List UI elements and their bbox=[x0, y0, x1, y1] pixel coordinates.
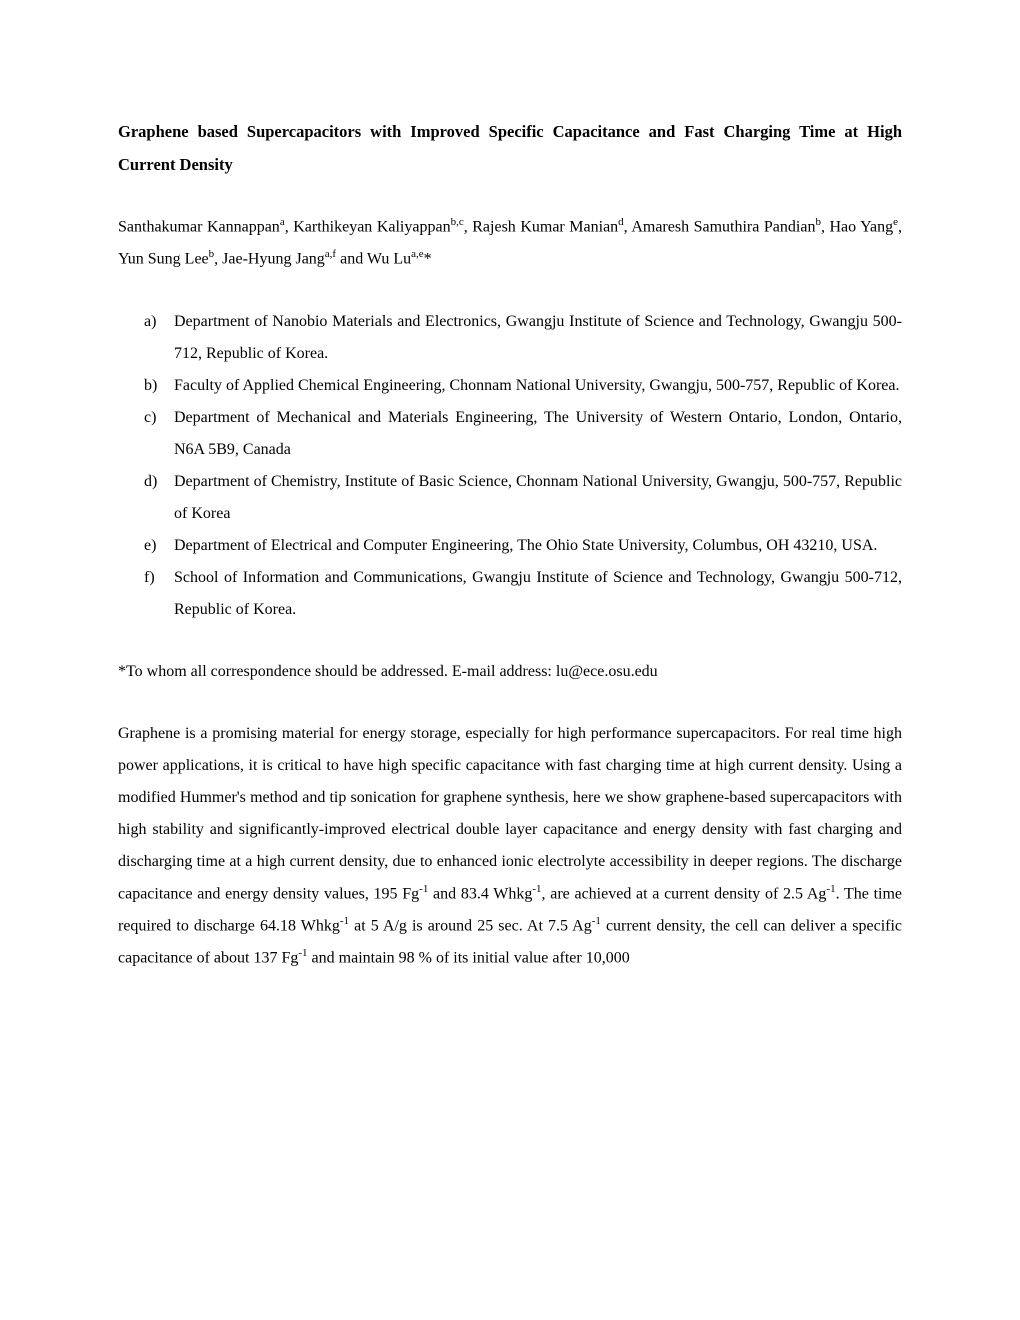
affiliation-text: Department of Nanobio Materials and Elec… bbox=[174, 306, 902, 370]
affiliation-marker: c) bbox=[144, 402, 174, 466]
affiliation-text: Faculty of Applied Chemical Engineering,… bbox=[174, 370, 902, 402]
affiliation-marker: e) bbox=[144, 530, 174, 562]
affiliation-marker: a) bbox=[144, 306, 174, 370]
affiliation-item: f) School of Information and Communicati… bbox=[144, 562, 902, 626]
affiliation-item: d) Department of Chemistry, Institute of… bbox=[144, 466, 902, 530]
affiliation-text: Department of Mechanical and Materials E… bbox=[174, 402, 902, 466]
abstract-text: Graphene is a promising material for ene… bbox=[118, 718, 902, 975]
affiliation-marker: b) bbox=[144, 370, 174, 402]
paper-title: Graphene based Supercapacitors with Impr… bbox=[118, 115, 902, 181]
affiliation-marker: d) bbox=[144, 466, 174, 530]
correspondence-note: *To whom all correspondence should be ad… bbox=[118, 656, 902, 688]
affiliation-marker: f) bbox=[144, 562, 174, 626]
affiliation-item: c) Department of Mechanical and Material… bbox=[144, 402, 902, 466]
affiliation-text: Department of Chemistry, Institute of Ba… bbox=[174, 466, 902, 530]
affiliation-item: a) Department of Nanobio Materials and E… bbox=[144, 306, 902, 370]
affiliation-item: b) Faculty of Applied Chemical Engineeri… bbox=[144, 370, 902, 402]
affiliation-item: e) Department of Electrical and Computer… bbox=[144, 530, 902, 562]
author-list: Santhakumar Kannappana, Karthikeyan Kali… bbox=[118, 211, 902, 276]
affiliation-text: School of Information and Communications… bbox=[174, 562, 902, 626]
affiliation-text: Department of Electrical and Computer En… bbox=[174, 530, 902, 562]
affiliation-list: a) Department of Nanobio Materials and E… bbox=[144, 306, 902, 626]
